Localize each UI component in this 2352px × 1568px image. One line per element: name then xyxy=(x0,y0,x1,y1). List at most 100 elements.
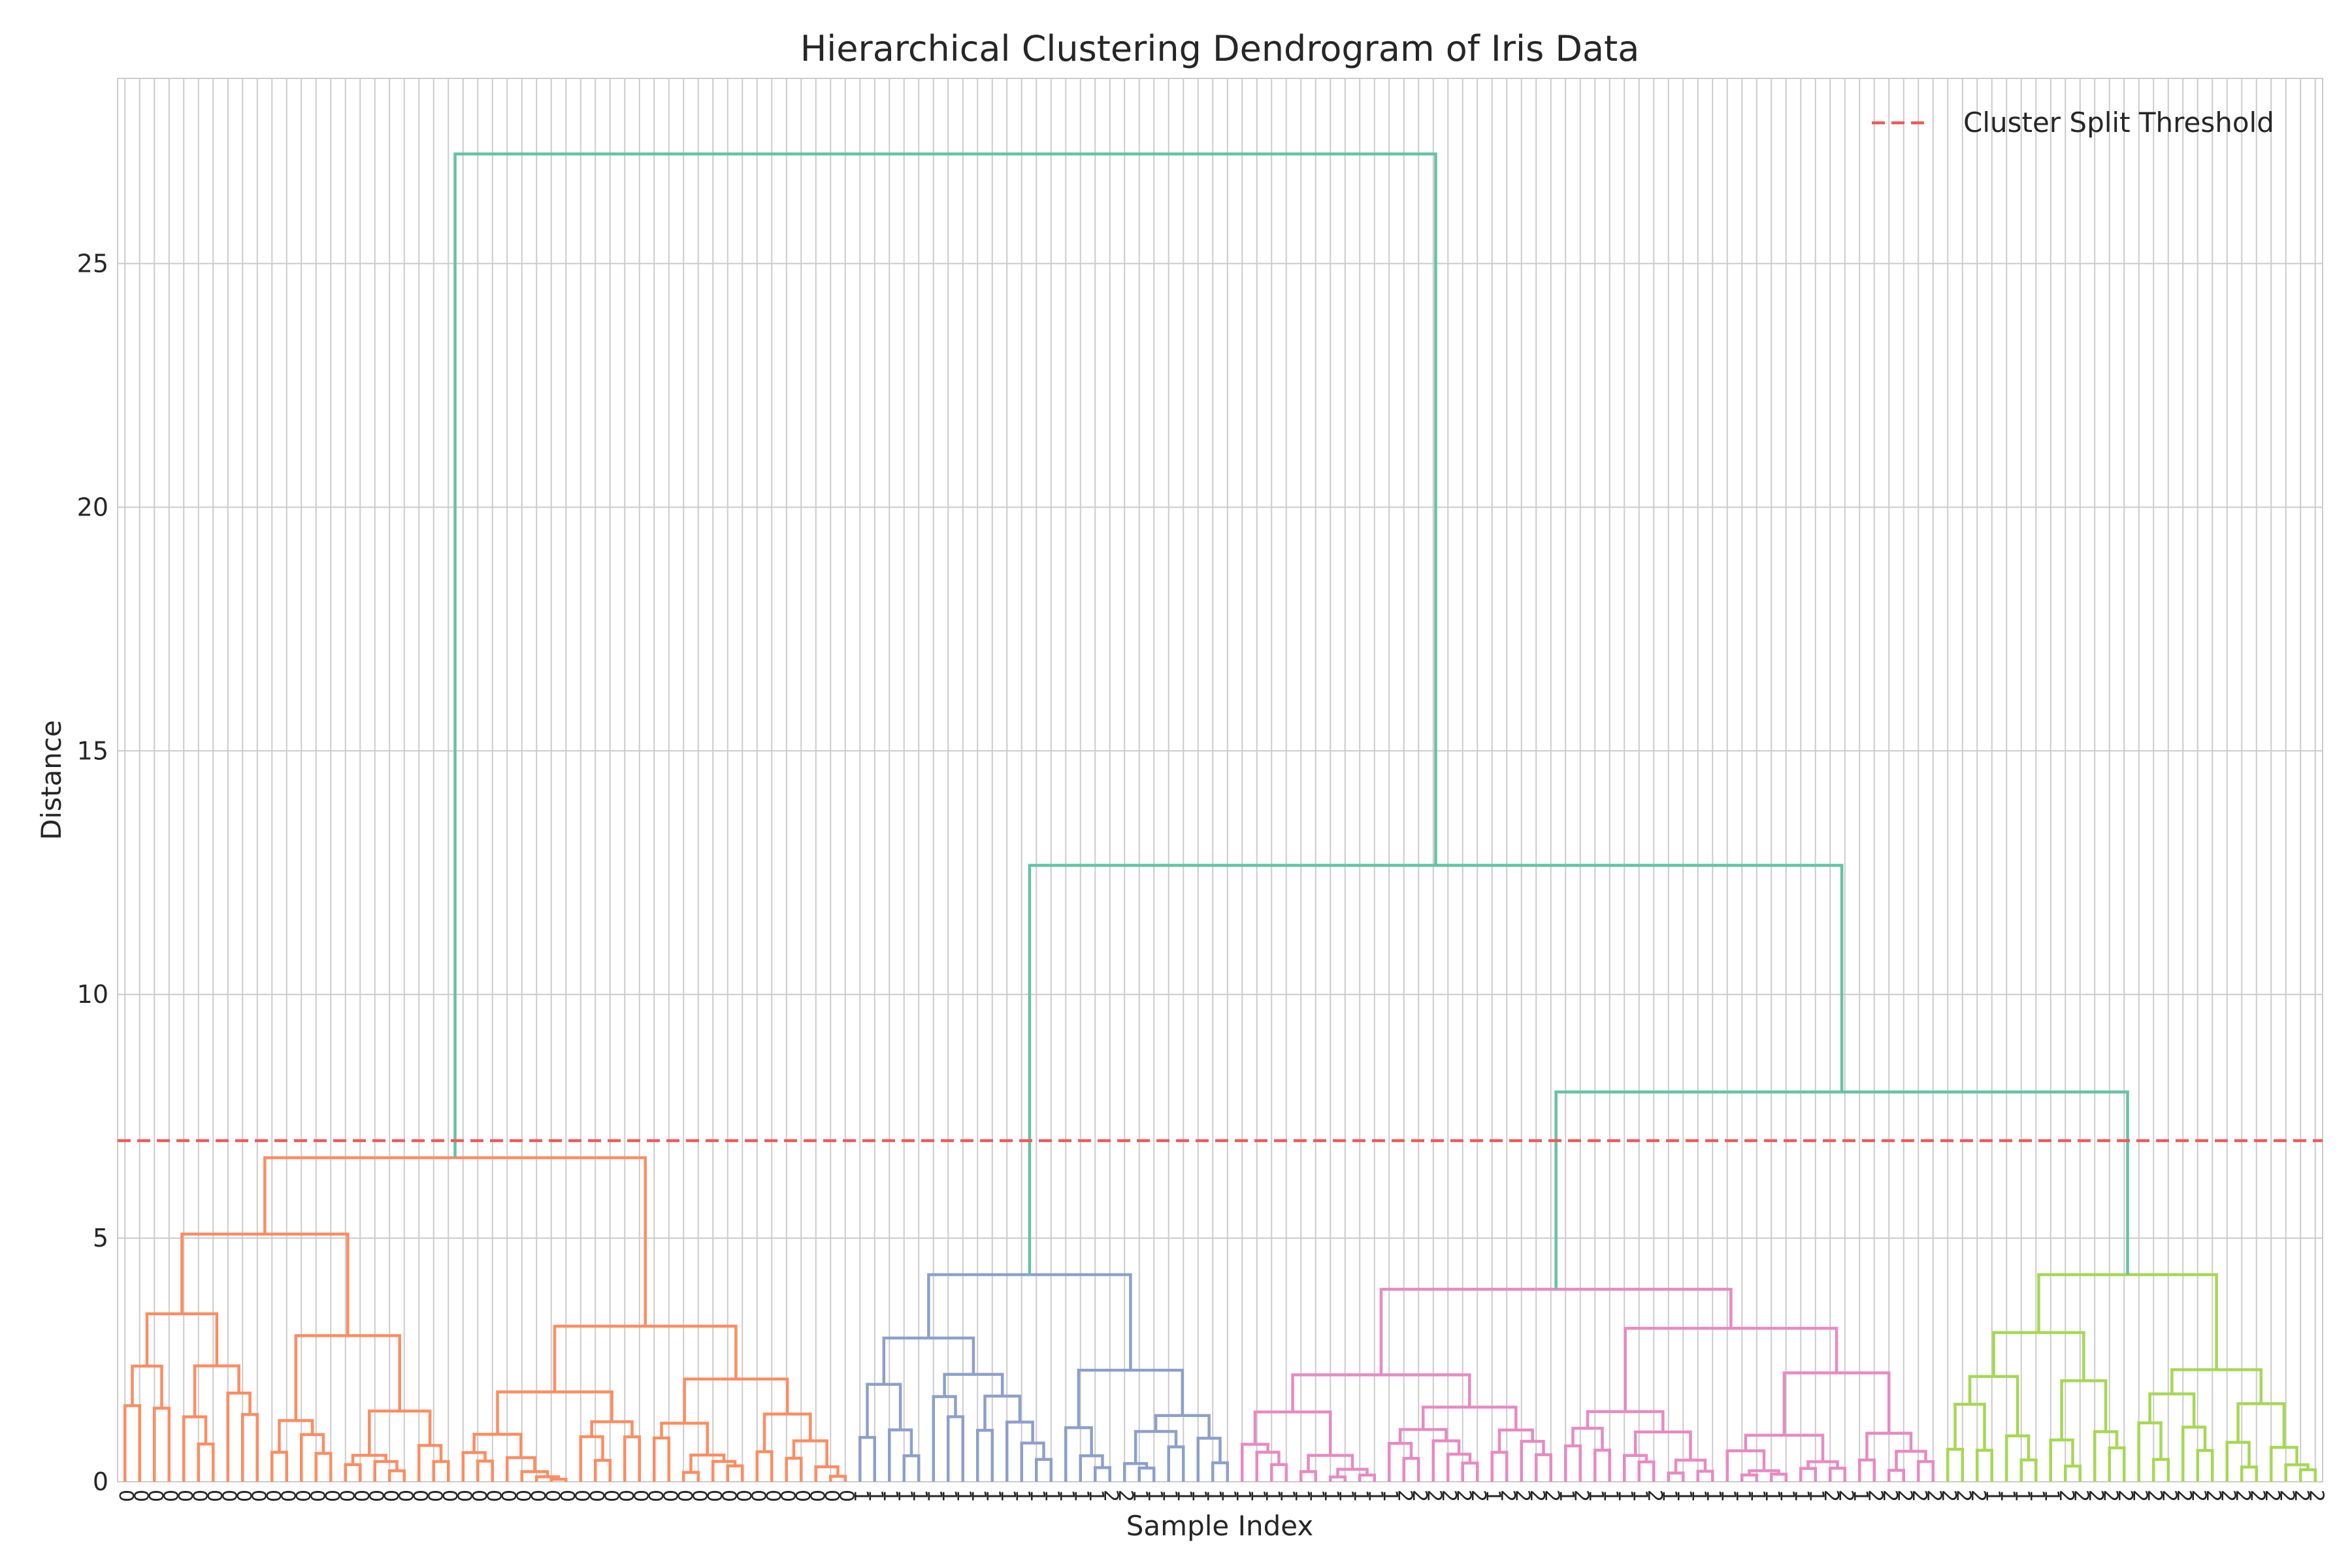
leaf-label: 1 xyxy=(1217,1490,1239,1502)
dendrogram-link xyxy=(1858,1458,1876,1482)
leaf-label: 1 xyxy=(1614,1490,1637,1502)
leaf-label: 0 xyxy=(791,1490,813,1502)
leaf-label: 1 xyxy=(1805,1490,1827,1502)
leaf-label: 2 xyxy=(2157,1490,2180,1502)
dendrogram-link xyxy=(711,1460,737,1482)
dendrogram-link xyxy=(1336,1467,1369,1477)
leaf-label: 1 xyxy=(1746,1490,1769,1502)
dendrogram-link xyxy=(943,1373,1004,1397)
leaf-label: 1 xyxy=(864,1490,887,1502)
leaf-label: 2 xyxy=(1952,1490,1974,1502)
leaf-label: 0 xyxy=(305,1490,328,1502)
leaf-label: 0 xyxy=(585,1490,608,1502)
dendrogram-link xyxy=(1388,1441,1413,1482)
leaf-label: 0 xyxy=(350,1490,372,1502)
chart-title: Hierarchical Clustering Dendrogram of Ir… xyxy=(800,28,1640,69)
leaf-label: 2 xyxy=(1393,1490,1416,1502)
leaf-label: 2 xyxy=(1908,1490,1931,1502)
leaf-label: 0 xyxy=(599,1490,622,1502)
leaf-label: 0 xyxy=(379,1490,402,1502)
leaf-label: 2 xyxy=(1422,1490,1445,1502)
leaf-label: 1 xyxy=(1364,1490,1386,1502)
leaf-label: 1 xyxy=(1775,1490,1798,1502)
dendrogram-link xyxy=(1329,1475,1347,1482)
leaf-label: 1 xyxy=(908,1490,931,1502)
leaf-label: 1 xyxy=(1996,1490,2019,1502)
dendrogram-link xyxy=(2137,1421,2163,1482)
leaf-label: 2 xyxy=(2202,1490,2225,1502)
leaf-label: 0 xyxy=(438,1490,461,1502)
leaf-label: 2 xyxy=(1922,1490,1945,1502)
dendrogram-link xyxy=(1154,1414,1211,1439)
leaf-label: 0 xyxy=(629,1490,651,1502)
dendrogram-link xyxy=(1637,1460,1656,1482)
leaf-label: 0 xyxy=(364,1490,387,1502)
dendrogram-link xyxy=(579,1435,604,1482)
dendrogram-link xyxy=(1020,1441,1045,1482)
leaf-label: 1 xyxy=(1673,1490,1695,1502)
legend-threshold-label: Cluster Split Threshold xyxy=(1963,106,2274,139)
leaf-label: 0 xyxy=(335,1490,357,1502)
leaf-label: 2 xyxy=(1863,1490,1886,1502)
leaf-label: 1 xyxy=(1011,1490,1034,1502)
leaf-label: 1 xyxy=(2025,1490,2048,1502)
leaf-label: 0 xyxy=(497,1490,519,1502)
leaf-label: 2 xyxy=(2187,1490,2210,1502)
leaf-label: 0 xyxy=(320,1490,343,1502)
y-tick-label: 0 xyxy=(93,1467,108,1496)
dendrogram-link xyxy=(660,1422,710,1456)
dendrogram-link xyxy=(726,1464,744,1482)
leaf-label: 0 xyxy=(658,1490,681,1502)
leaf-label: 2 xyxy=(1878,1490,1901,1502)
leaf-label: 1 xyxy=(1849,1490,1872,1502)
dendrogram-link xyxy=(1740,1473,1758,1482)
dendrogram-link xyxy=(300,1433,325,1482)
leaf-label: 1 xyxy=(981,1490,1004,1502)
leaf-label: 1 xyxy=(1055,1490,1078,1502)
leaf-label: 2 xyxy=(1540,1490,1563,1502)
leaf-label: 1 xyxy=(1158,1490,1181,1502)
leaf-label: 0 xyxy=(526,1490,549,1502)
dendrogram-link xyxy=(866,1382,902,1438)
leaf-label: 0 xyxy=(511,1490,534,1502)
leaf-label: 2 xyxy=(2055,1490,2078,1502)
x-axis-label: Sample Index xyxy=(1126,1510,1313,1542)
leaf-label: 1 xyxy=(1658,1490,1680,1502)
leaf-label: 1 xyxy=(1085,1490,1107,1502)
leaf-label: 2 xyxy=(2069,1490,2092,1502)
leaf-label: 0 xyxy=(805,1490,828,1502)
dendrogram-link xyxy=(1446,1452,1472,1482)
dendrogram-link xyxy=(1358,1473,1376,1482)
dendrogram-link xyxy=(1291,1373,1471,1413)
dendrogram-link xyxy=(153,1407,171,1482)
dendrogram-link xyxy=(814,1465,840,1482)
leaf-label: 1 xyxy=(1379,1490,1401,1502)
dendrogram-link xyxy=(241,1413,259,1482)
dendrogram-link xyxy=(145,1312,219,1366)
leaf-label: 0 xyxy=(687,1490,710,1502)
leaf-label: 1 xyxy=(1599,1490,1622,1502)
dendrogram-link xyxy=(2148,1392,2196,1428)
leaf-label: 1 xyxy=(923,1490,945,1502)
leaf-label: 0 xyxy=(217,1490,240,1502)
leaf-label: 2 xyxy=(1893,1490,1916,1502)
dendrogram-link xyxy=(2064,1464,2082,1482)
leaf-label: 1 xyxy=(1232,1490,1254,1502)
leaf-label: 1 xyxy=(1128,1490,1151,1502)
leaf-label: 0 xyxy=(452,1490,475,1502)
leaf-labels: 0000000000000000000000000000000000000000… xyxy=(114,1490,2328,1502)
leaf-label: 2 xyxy=(1569,1490,1592,1502)
leaf-label: 0 xyxy=(467,1490,490,1502)
y-tick-label: 10 xyxy=(77,980,108,1009)
leaf-label: 1 xyxy=(1790,1490,1813,1502)
dendrogram-link xyxy=(1137,1466,1156,1482)
leaf-label: 1 xyxy=(1761,1490,1784,1502)
leaf-label: 2 xyxy=(2275,1490,2298,1502)
dendrogram-link xyxy=(453,152,1437,1158)
leaf-label: 1 xyxy=(1584,1490,1607,1502)
leaf-label: 0 xyxy=(114,1490,137,1502)
dendrogram-link xyxy=(1123,1462,1149,1482)
leaf-label: 0 xyxy=(732,1490,755,1502)
